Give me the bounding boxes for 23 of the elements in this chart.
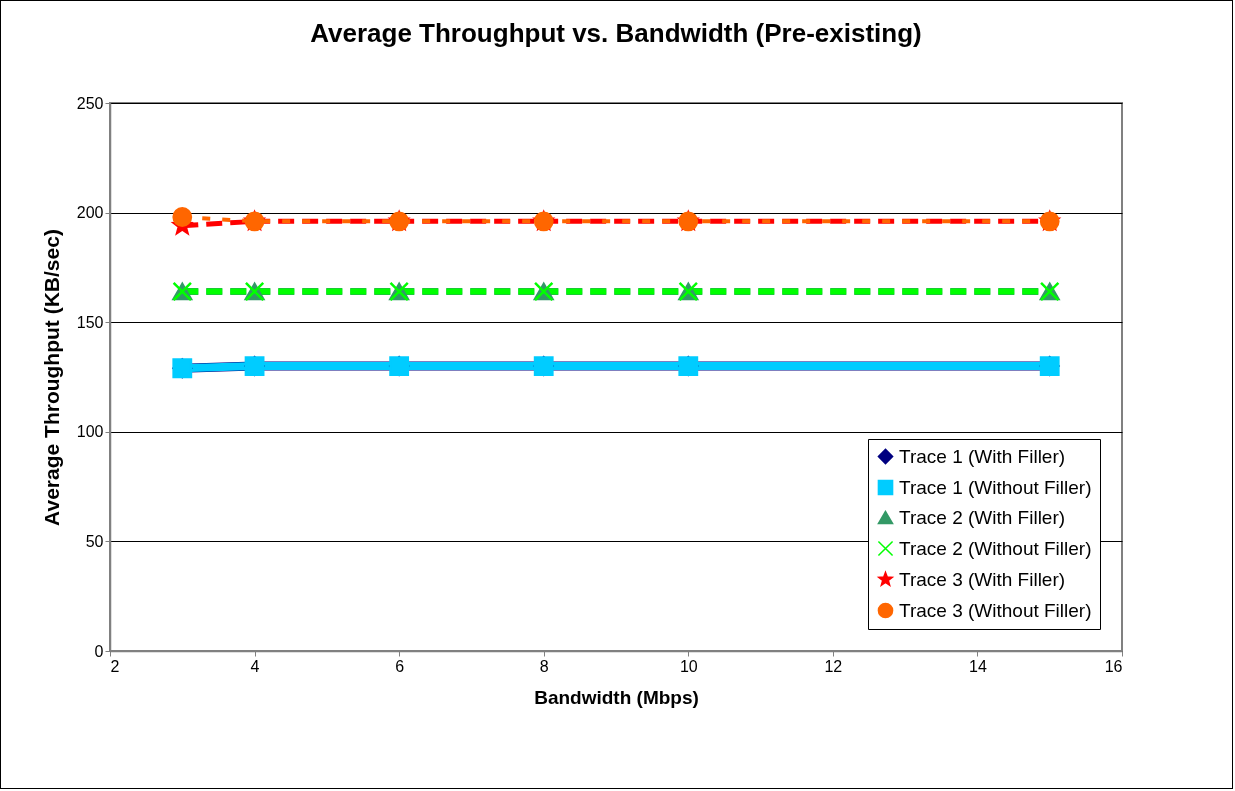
x-tick-label: 16 (1104, 657, 1123, 675)
y-axis-title: Average Throughput (KB/sec) (39, 229, 63, 526)
y-tick-label: 50 (85, 532, 104, 550)
legend-label: Trace 2 (With Filler) (899, 506, 1066, 528)
y-tick-label: 100 (76, 423, 104, 441)
legend-label: Trace 3 (With Filler) (899, 568, 1066, 590)
x-tick-label: 12 (824, 657, 843, 675)
legend-label: Trace 3 (Without Filler) (899, 599, 1092, 621)
x-tick-label: 14 (969, 657, 987, 675)
x-axis-title: Bandwidth (Mbps) (534, 686, 699, 708)
legend-label: Trace 1 (With Filler) (899, 445, 1066, 467)
x-tick-label: 6 (395, 657, 405, 675)
x-tick-label: 2 (110, 657, 120, 675)
y-tick-label: 0 (94, 642, 104, 660)
legend-label: Trace 1 (Without Filler) (899, 476, 1092, 498)
x-tick-label: 4 (250, 657, 260, 675)
y-tick-label: 200 (76, 204, 104, 222)
chart-title: Average Throughput vs. Bandwidth (Pre-existing) (310, 18, 922, 48)
y-tick-label: 250 (76, 94, 104, 112)
x-tick-label: 8 (539, 657, 549, 675)
x-tick-label: 10 (679, 657, 698, 675)
legend-label: Trace 2 (Without Filler) (899, 537, 1092, 559)
y-tick-label: 150 (76, 313, 104, 331)
